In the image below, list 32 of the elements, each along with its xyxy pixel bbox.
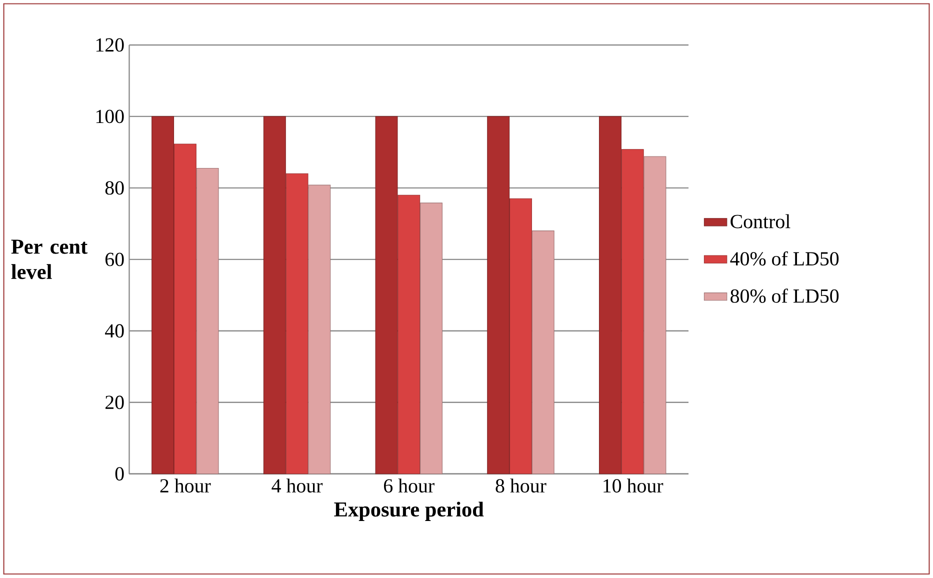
bar (621, 149, 644, 474)
x-tick-label: 6 hour (384, 478, 434, 493)
y-tick-label: 0 (115, 467, 124, 481)
bar (532, 230, 554, 474)
bar (375, 116, 398, 474)
bar (174, 144, 196, 474)
y-axis-title: Per cent level (11, 240, 88, 280)
bar (308, 184, 331, 474)
legend-label: Control (730, 214, 790, 228)
bar (510, 198, 532, 474)
bar (152, 116, 174, 474)
y-tick-label: 120 (96, 38, 124, 52)
legend-label: 80% of LD50 (730, 288, 839, 303)
bar (286, 173, 308, 474)
x-tick-label: 4 hour (272, 478, 323, 493)
x-axis-title: Exposure period (334, 502, 484, 522)
y-tick-label: 80 (105, 181, 124, 195)
y-tick-label: 60 (105, 252, 124, 266)
bar (598, 116, 622, 474)
y-tick-label: 40 (105, 324, 124, 338)
x-tick-label: 8 hour (496, 478, 546, 493)
x-tick-label: 2 hour (160, 478, 211, 493)
bar (196, 168, 219, 474)
bar (487, 116, 510, 474)
y-tick-label: 100 (96, 110, 124, 124)
bar (644, 156, 666, 474)
bar (398, 194, 420, 474)
bar (420, 202, 442, 474)
y-tick-label: 20 (106, 396, 124, 410)
x-tick-label: 10 hour (604, 478, 664, 493)
bar (263, 116, 286, 474)
legend-label: 40% of LD50 (730, 251, 839, 266)
